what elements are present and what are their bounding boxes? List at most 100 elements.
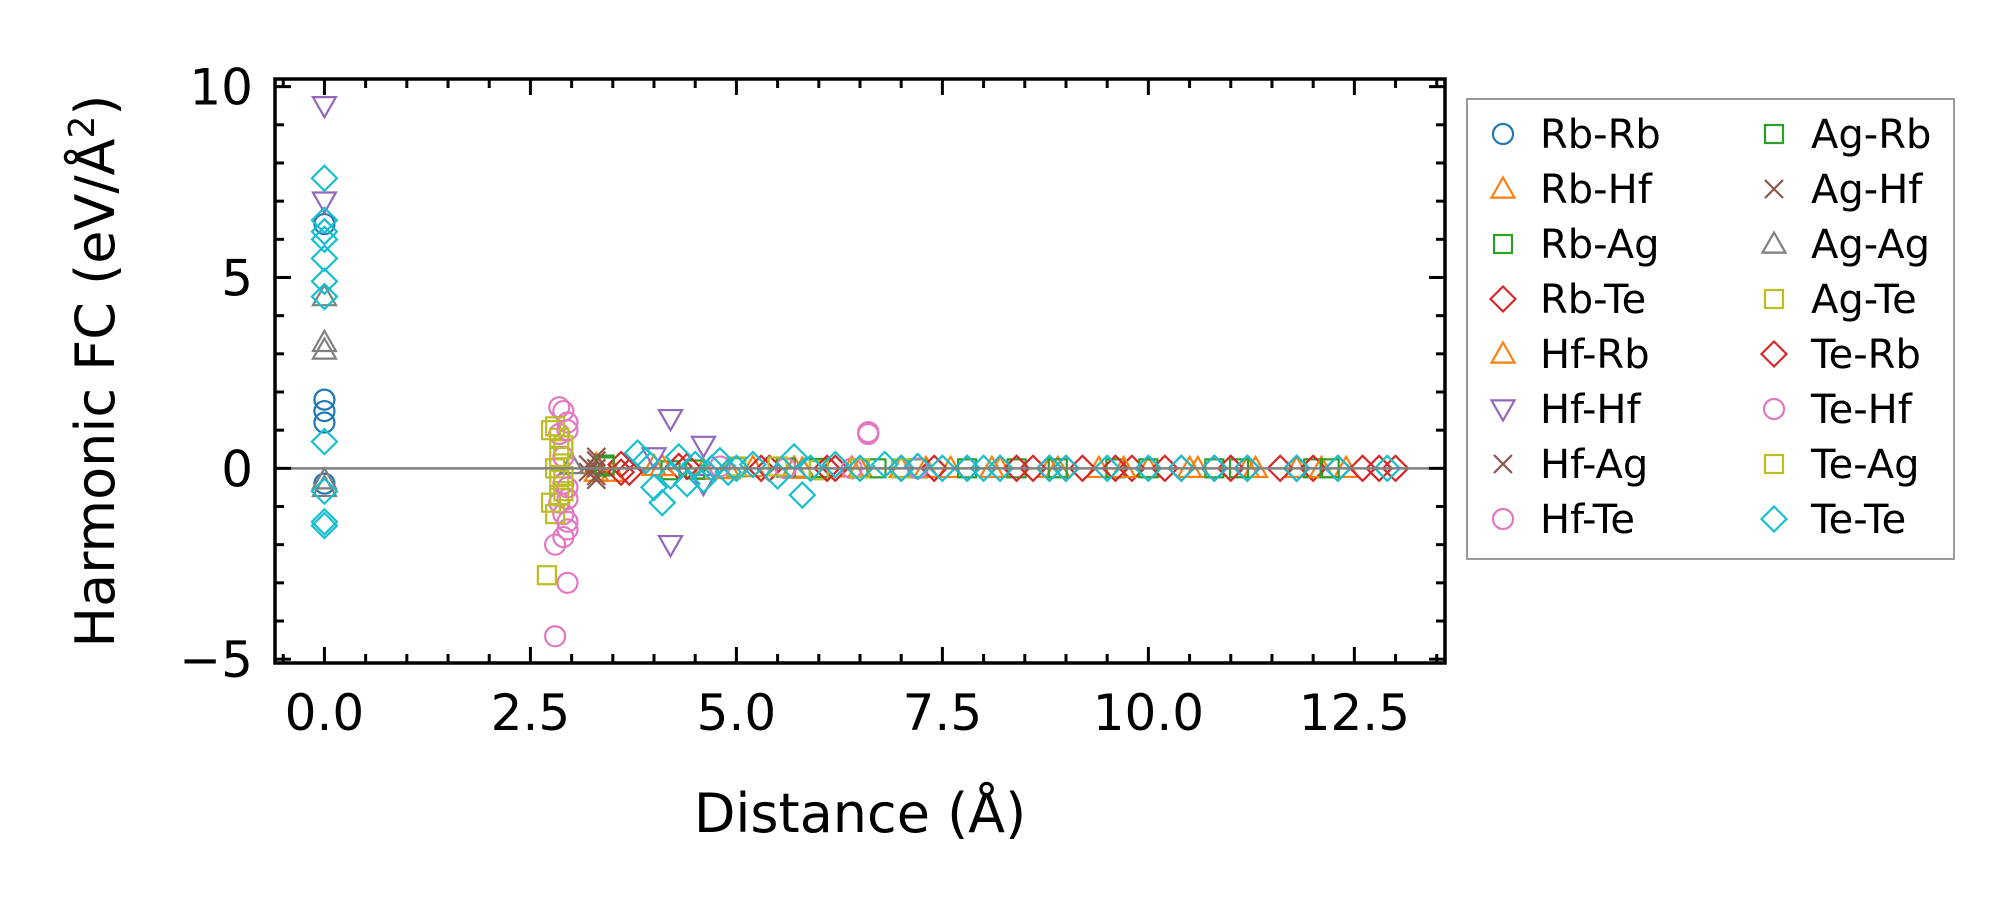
legend-entry-Ag-Hf: Ag-Hf <box>1764 167 1923 213</box>
data-point-Ag-Ag <box>311 328 338 353</box>
data-point-Te-Te <box>656 461 685 491</box>
data-point-Te-Te <box>310 244 339 273</box>
data-point-Hf-Te <box>857 420 880 444</box>
legend-frame <box>1466 98 1955 560</box>
legend-label: Te-Ag <box>1810 442 1920 488</box>
legend-label: Te-Hf <box>1810 387 1913 433</box>
legend-label: Hf-Hf <box>1540 387 1641 433</box>
data-point-Te-Te <box>722 454 751 483</box>
legend-marker-Ag-Te <box>1763 288 1785 310</box>
data-point-Rb-Rb <box>313 212 336 236</box>
x-tick-label: 0.0 <box>285 684 365 742</box>
legend-label: Rb-Rb <box>1540 112 1661 158</box>
data-point-Te-Te <box>887 454 916 483</box>
data-point-Te-Te <box>1134 454 1163 483</box>
legend-label: Ag-Rb <box>1811 112 1931 158</box>
data-point-Te-Te <box>788 480 817 510</box>
y-tick-labels: −5 0 5 10 <box>179 59 253 690</box>
legend-label: Te-Te <box>1810 497 1906 543</box>
data-point-Hf-Hf <box>690 435 717 460</box>
data-point-Te-Te <box>310 206 339 235</box>
plot-area-frame <box>273 77 1447 665</box>
data-point-Hf-Te <box>552 525 575 549</box>
legend-entry-Te-Te: Te-Te <box>1759 497 1906 543</box>
data-point-Hf-Hf <box>311 191 338 215</box>
series-Te-Te <box>310 164 1402 540</box>
data-point-Te-Te <box>986 454 1015 483</box>
x-tick-label: 10.0 <box>1093 684 1204 742</box>
data-point-Te-Te <box>1093 454 1122 483</box>
data-point-Hf-Hf <box>311 95 338 120</box>
data-point-Hf-Hf <box>657 408 684 433</box>
legend-entry-Hf-Hf: Hf-Hf <box>1489 387 1641 433</box>
legend-marker-Ag-Ag <box>1760 230 1788 254</box>
data-point-Te-Te <box>689 465 718 494</box>
data-point-Te-Te <box>796 454 825 483</box>
x-tick-label: 5.0 <box>697 684 777 742</box>
data-point-Te-Hf <box>556 510 579 533</box>
data-point-Te-Te <box>310 507 339 536</box>
y-tick-label: 5 <box>221 249 253 307</box>
data-point-Te-Te <box>310 427 339 456</box>
data-point-Te-Te <box>648 488 677 517</box>
series-Ag-Ag <box>311 282 586 498</box>
x-tick-labels: 0.0 2.5 5.0 7.5 10.0 12.5 <box>285 684 1410 742</box>
series-Ag-Te <box>536 416 912 586</box>
legend-entry-Rb-Rb: Rb-Rb <box>1491 112 1661 158</box>
legend-label: Te-Rb <box>1810 332 1921 378</box>
legend-entry-Te-Hf: Te-Hf <box>1762 387 1913 433</box>
data-point-Te-Te <box>1167 454 1196 483</box>
legend-marker-Hf-Hf <box>1489 399 1517 423</box>
data-point-Hf-Hf <box>640 447 668 471</box>
legend-marker-Te-Te <box>1759 504 1789 534</box>
series-Hf-Hf <box>311 95 717 559</box>
legend-entry-Ag-Te: Ag-Te <box>1763 277 1917 323</box>
data-point-Te-Te <box>928 454 957 483</box>
legend-label: Ag-Te <box>1811 277 1917 323</box>
data-point-Te-Te <box>1373 454 1402 483</box>
legend-marker-Rb-Te <box>1488 284 1518 314</box>
axis-ticks <box>275 79 1445 663</box>
series-Hf-Te <box>544 396 880 648</box>
legend-label: Rb-Hf <box>1540 167 1653 213</box>
x-axis-label: Distance (Å) <box>694 781 1026 845</box>
data-point-Hf-Rb <box>1176 454 1203 479</box>
data-point-Te-Te <box>763 461 792 491</box>
legend: Rb-Rb Rb-Hf Rb-Ag Rb-Te Hf-Rb Hf-Hf Hf-Ag Hf-Te… <box>1466 98 1955 560</box>
y-axis-label-main: Harmonic FC (eV/Å <box>63 138 127 647</box>
data-point-Ag-Hf <box>586 450 607 471</box>
data-point-Te-Te <box>705 446 734 475</box>
data-point-Ag-Ag <box>311 282 338 307</box>
legend-entry-Ag-Ag: Ag-Ag <box>1760 222 1930 268</box>
data-point-Te-Te <box>310 267 339 296</box>
data-point-Te-Te <box>631 446 660 475</box>
legend-entry-Te-Rb: Te-Rb <box>1759 332 1921 378</box>
legend-label: Hf-Rb <box>1540 332 1650 378</box>
legend-label: Hf-Ag <box>1540 442 1648 488</box>
data-point-Te-Rb <box>1101 454 1130 483</box>
legend-entry-Rb-Te: Rb-Te <box>1488 277 1646 323</box>
data-point-Te-Rb <box>1348 454 1377 483</box>
data-point-Te-Rb <box>672 452 702 481</box>
legend-entry-Hf-Ag: Hf-Ag <box>1493 442 1648 488</box>
legend-entry-Rb-Hf: Rb-Hf <box>1489 167 1653 213</box>
series-Te-Ag <box>549 435 871 506</box>
data-point-Hf-Te <box>548 396 571 419</box>
data-point-Rb-Rb <box>313 399 336 423</box>
data-point-Te-Te <box>1233 454 1262 483</box>
legend-label: Rb-Ag <box>1540 222 1660 268</box>
legend-marker-Ag-Rb <box>1763 123 1785 145</box>
series-Ag-Hf <box>578 450 607 486</box>
x-tick-label: 7.5 <box>903 684 983 742</box>
data-point-Te-Te <box>1282 454 1311 483</box>
data-point-Ag-Te <box>536 565 558 586</box>
legend-marker-Hf-Rb <box>1489 340 1517 364</box>
data-point-Te-Te <box>310 282 339 311</box>
legend-marker-Te-Ag <box>1763 453 1785 475</box>
legend-entry-Hf-Rb: Hf-Rb <box>1489 332 1650 378</box>
y-tick-label: −5 <box>179 631 253 689</box>
legend-marker-Te-Rb <box>1759 339 1789 369</box>
legend-label: Rb-Te <box>1540 277 1646 323</box>
y-tick-label: 0 <box>221 440 253 498</box>
